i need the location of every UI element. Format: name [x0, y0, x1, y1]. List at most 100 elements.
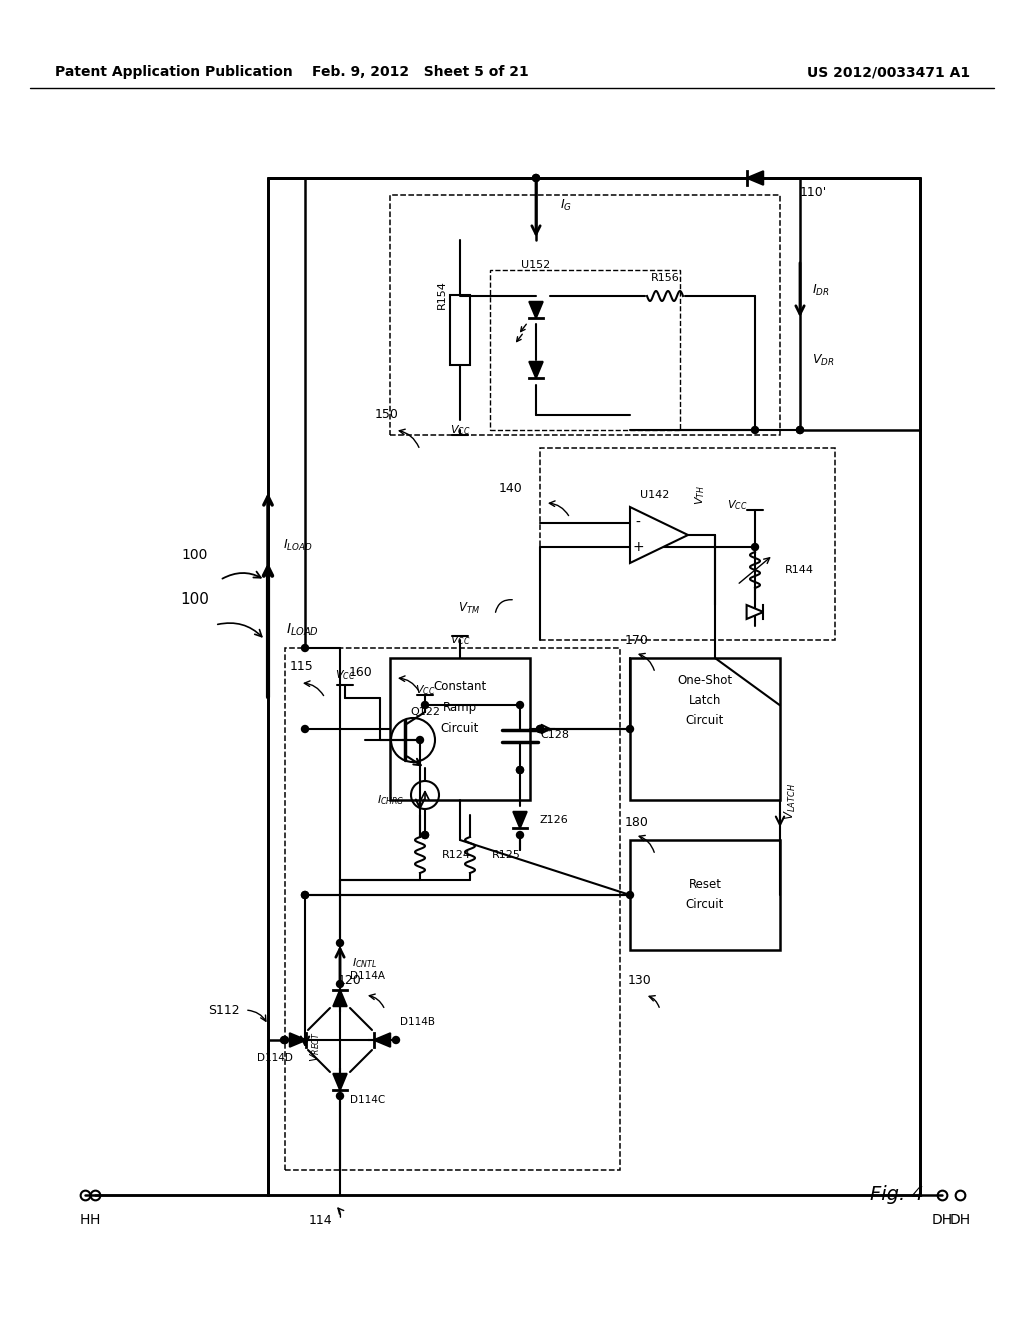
Circle shape — [537, 726, 544, 733]
Text: D114C: D114C — [350, 1096, 385, 1105]
Text: R154: R154 — [437, 280, 447, 309]
Text: Latch: Latch — [689, 693, 721, 706]
Bar — [630, 840, 780, 950]
Circle shape — [532, 174, 540, 181]
Text: $V_{CC}$: $V_{CC}$ — [415, 684, 435, 697]
Text: Reset: Reset — [688, 879, 722, 891]
Circle shape — [281, 1036, 288, 1044]
Text: $V_{CC}$: $V_{CC}$ — [335, 668, 355, 682]
Text: S112: S112 — [208, 1003, 240, 1016]
Text: Fig. 4: Fig. 4 — [870, 1185, 924, 1204]
Circle shape — [422, 701, 428, 709]
Text: $I_G$: $I_G$ — [560, 198, 572, 213]
Bar — [285, 648, 620, 1170]
Text: DH: DH — [932, 1213, 952, 1228]
Bar — [540, 447, 835, 640]
Text: C128: C128 — [540, 730, 569, 741]
Text: $I_{CHRG}$: $I_{CHRG}$ — [378, 793, 406, 807]
Text: Circuit: Circuit — [686, 714, 724, 726]
Text: 130: 130 — [628, 974, 652, 986]
Polygon shape — [630, 507, 688, 564]
Text: D114D: D114D — [257, 1053, 293, 1063]
Polygon shape — [746, 605, 764, 619]
Bar — [630, 657, 780, 800]
Text: 140: 140 — [499, 482, 522, 495]
Circle shape — [301, 891, 308, 899]
Text: $V_{DR}$: $V_{DR}$ — [812, 352, 835, 367]
Circle shape — [627, 891, 634, 899]
Text: 115: 115 — [290, 660, 313, 672]
Text: H: H — [90, 1213, 100, 1228]
Polygon shape — [333, 990, 347, 1006]
Text: R124: R124 — [442, 850, 471, 861]
Polygon shape — [290, 1034, 306, 1047]
Text: Circuit: Circuit — [440, 722, 479, 734]
Text: 180: 180 — [625, 816, 649, 829]
Text: 170: 170 — [625, 634, 649, 647]
Polygon shape — [746, 172, 764, 185]
Text: 100: 100 — [182, 548, 208, 562]
Circle shape — [797, 426, 804, 433]
Text: 160: 160 — [348, 667, 372, 680]
Polygon shape — [333, 1073, 347, 1090]
Text: $I_{LOAD}$: $I_{LOAD}$ — [286, 622, 318, 638]
Text: Ramp: Ramp — [443, 701, 477, 714]
Circle shape — [797, 426, 804, 433]
Text: 150: 150 — [375, 408, 399, 421]
Text: 120: 120 — [338, 974, 361, 986]
Text: DH: DH — [949, 1213, 971, 1228]
Text: One-Shot: One-Shot — [678, 673, 732, 686]
Text: Q122: Q122 — [410, 708, 440, 717]
Circle shape — [337, 1093, 343, 1100]
Text: $V_{CC}$: $V_{CC}$ — [727, 498, 746, 512]
Circle shape — [516, 832, 523, 838]
Bar — [390, 195, 780, 436]
Circle shape — [516, 767, 523, 774]
Text: 100: 100 — [180, 593, 210, 607]
Text: U142: U142 — [640, 490, 670, 500]
Circle shape — [301, 891, 308, 899]
Text: $V_{CC}$: $V_{CC}$ — [450, 634, 470, 647]
Circle shape — [752, 544, 759, 550]
Text: US 2012/0033471 A1: US 2012/0033471 A1 — [807, 65, 970, 79]
Bar — [450, 294, 470, 366]
Text: Constant: Constant — [433, 680, 486, 693]
Text: Patent Application Publication: Patent Application Publication — [55, 65, 293, 79]
Text: U152: U152 — [521, 260, 551, 271]
Text: Z126: Z126 — [540, 814, 568, 825]
Circle shape — [537, 726, 544, 733]
Text: Circuit: Circuit — [686, 899, 724, 912]
Circle shape — [516, 701, 523, 709]
Circle shape — [422, 832, 428, 838]
Text: 110': 110' — [800, 186, 827, 198]
Circle shape — [301, 726, 308, 733]
Text: D114A: D114A — [350, 972, 385, 981]
Polygon shape — [374, 1034, 390, 1047]
Text: D114B: D114B — [400, 1016, 435, 1027]
Text: $V_{TH}$: $V_{TH}$ — [693, 484, 707, 506]
Text: R144: R144 — [785, 565, 814, 576]
Circle shape — [392, 1036, 399, 1044]
Text: +: + — [632, 540, 644, 554]
Circle shape — [337, 981, 343, 987]
Circle shape — [627, 726, 634, 733]
Circle shape — [301, 644, 308, 652]
Text: -: - — [636, 516, 640, 531]
Circle shape — [752, 426, 759, 433]
Text: 114: 114 — [308, 1213, 332, 1226]
Circle shape — [422, 832, 428, 838]
Polygon shape — [529, 362, 543, 379]
Circle shape — [417, 737, 424, 743]
Circle shape — [337, 940, 343, 946]
Text: $V_{LATCH}$: $V_{LATCH}$ — [782, 783, 798, 820]
Text: $V_{RECT}$: $V_{RECT}$ — [308, 1031, 322, 1063]
Text: $V_{CC}$: $V_{CC}$ — [450, 424, 470, 437]
Bar — [390, 657, 530, 800]
Text: Feb. 9, 2012   Sheet 5 of 21: Feb. 9, 2012 Sheet 5 of 21 — [311, 65, 528, 79]
Text: $I_{LOAD}$: $I_{LOAD}$ — [283, 537, 312, 553]
Text: $I_{CNTL}$: $I_{CNTL}$ — [352, 956, 377, 970]
Text: H: H — [80, 1213, 90, 1228]
Polygon shape — [513, 812, 527, 829]
Text: $V_{TM}$: $V_{TM}$ — [458, 601, 480, 615]
Text: R125: R125 — [492, 850, 521, 861]
